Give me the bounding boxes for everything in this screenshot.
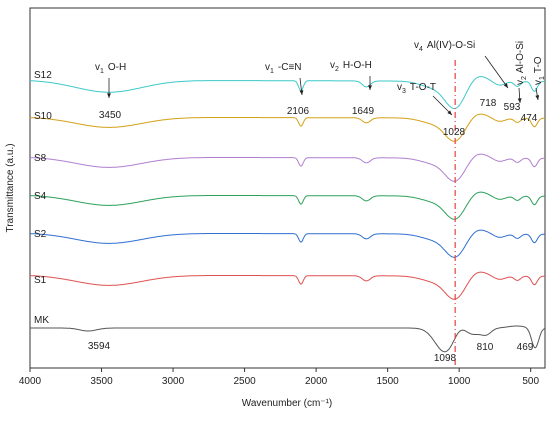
x-axis-label: Wavenumber (cm⁻¹) xyxy=(242,398,332,409)
annotation-arrowhead-1 xyxy=(299,90,304,95)
x-tick-label-1000: 1000 xyxy=(448,376,471,387)
series-label-s4: S4 xyxy=(34,191,47,202)
series-label-s10: S10 xyxy=(34,111,52,122)
annotation-arrow-4 xyxy=(484,55,509,89)
band-label-cn: v1 -C≡N xyxy=(265,62,302,75)
series-label-mk: MK xyxy=(34,315,49,326)
annotation-arrowhead-0 xyxy=(107,93,111,98)
series-line-s10 xyxy=(30,113,545,142)
y-axis-label: Transmittance (a.u.) xyxy=(5,143,16,232)
annotation-arrowhead-3 xyxy=(447,110,452,115)
series-line-mk xyxy=(30,325,546,353)
series-line-s2 xyxy=(30,229,545,258)
series-line-s12 xyxy=(30,76,545,110)
x-tick-label-2000: 2000 xyxy=(305,376,328,387)
series-line-s1 xyxy=(30,271,545,300)
series-label-s12: S12 xyxy=(34,70,52,81)
x-tick-label-2500: 2500 xyxy=(233,376,256,387)
band-label-alosi: v2Al-O-Si xyxy=(515,41,528,85)
peak-label-1649: 1649 xyxy=(352,106,375,117)
series-label-s8: S8 xyxy=(34,153,47,164)
peak-label-593: 593 xyxy=(504,102,521,113)
series-layer xyxy=(30,76,546,353)
peak-label-474: 474 xyxy=(521,113,538,124)
peak-label-3594: 3594 xyxy=(88,341,111,352)
peak-label-469: 469 xyxy=(517,342,534,353)
series-line-s4 xyxy=(30,191,545,220)
peak-label-810: 810 xyxy=(477,342,494,353)
x-tick-label-3000: 3000 xyxy=(162,376,185,387)
peak-label-3450: 3450 xyxy=(99,110,122,121)
x-tick-label-1500: 1500 xyxy=(377,376,400,387)
peak-label-1028: 1028 xyxy=(443,127,466,138)
x-tick-label-4000: 4000 xyxy=(19,376,42,387)
band-label-tot: v3 T-O-T xyxy=(397,82,436,95)
annotation-arrowhead-6 xyxy=(535,95,540,100)
band-label-hoh: v2 H-O-H xyxy=(330,60,372,73)
series-label-s2: S2 xyxy=(34,229,47,240)
annotation-arrowhead-2 xyxy=(368,85,372,90)
series-line-s8 xyxy=(30,153,545,182)
plot-frame xyxy=(29,7,546,369)
x-tick-label-3500: 3500 xyxy=(90,376,113,387)
band-label-aloiv: v4 Al(IV)-O-Si xyxy=(414,40,475,53)
annotation-arrowhead-5 xyxy=(517,98,522,103)
x-axis: 4000 3500 3000 2500 2000 1500 1000 500 xyxy=(19,368,539,387)
x-tick-label-500: 500 xyxy=(522,376,539,387)
band-label-to: v1T-O xyxy=(533,56,546,85)
band-label-oh: v1 O-H xyxy=(95,62,126,75)
peak-label-2106: 2106 xyxy=(287,106,310,117)
series-label-s1: S1 xyxy=(34,275,47,286)
peak-label-1098: 1098 xyxy=(434,353,457,364)
annotation-arrowhead-4 xyxy=(503,83,508,88)
annotation-layer xyxy=(107,55,540,116)
peak-label-718: 718 xyxy=(480,98,497,109)
